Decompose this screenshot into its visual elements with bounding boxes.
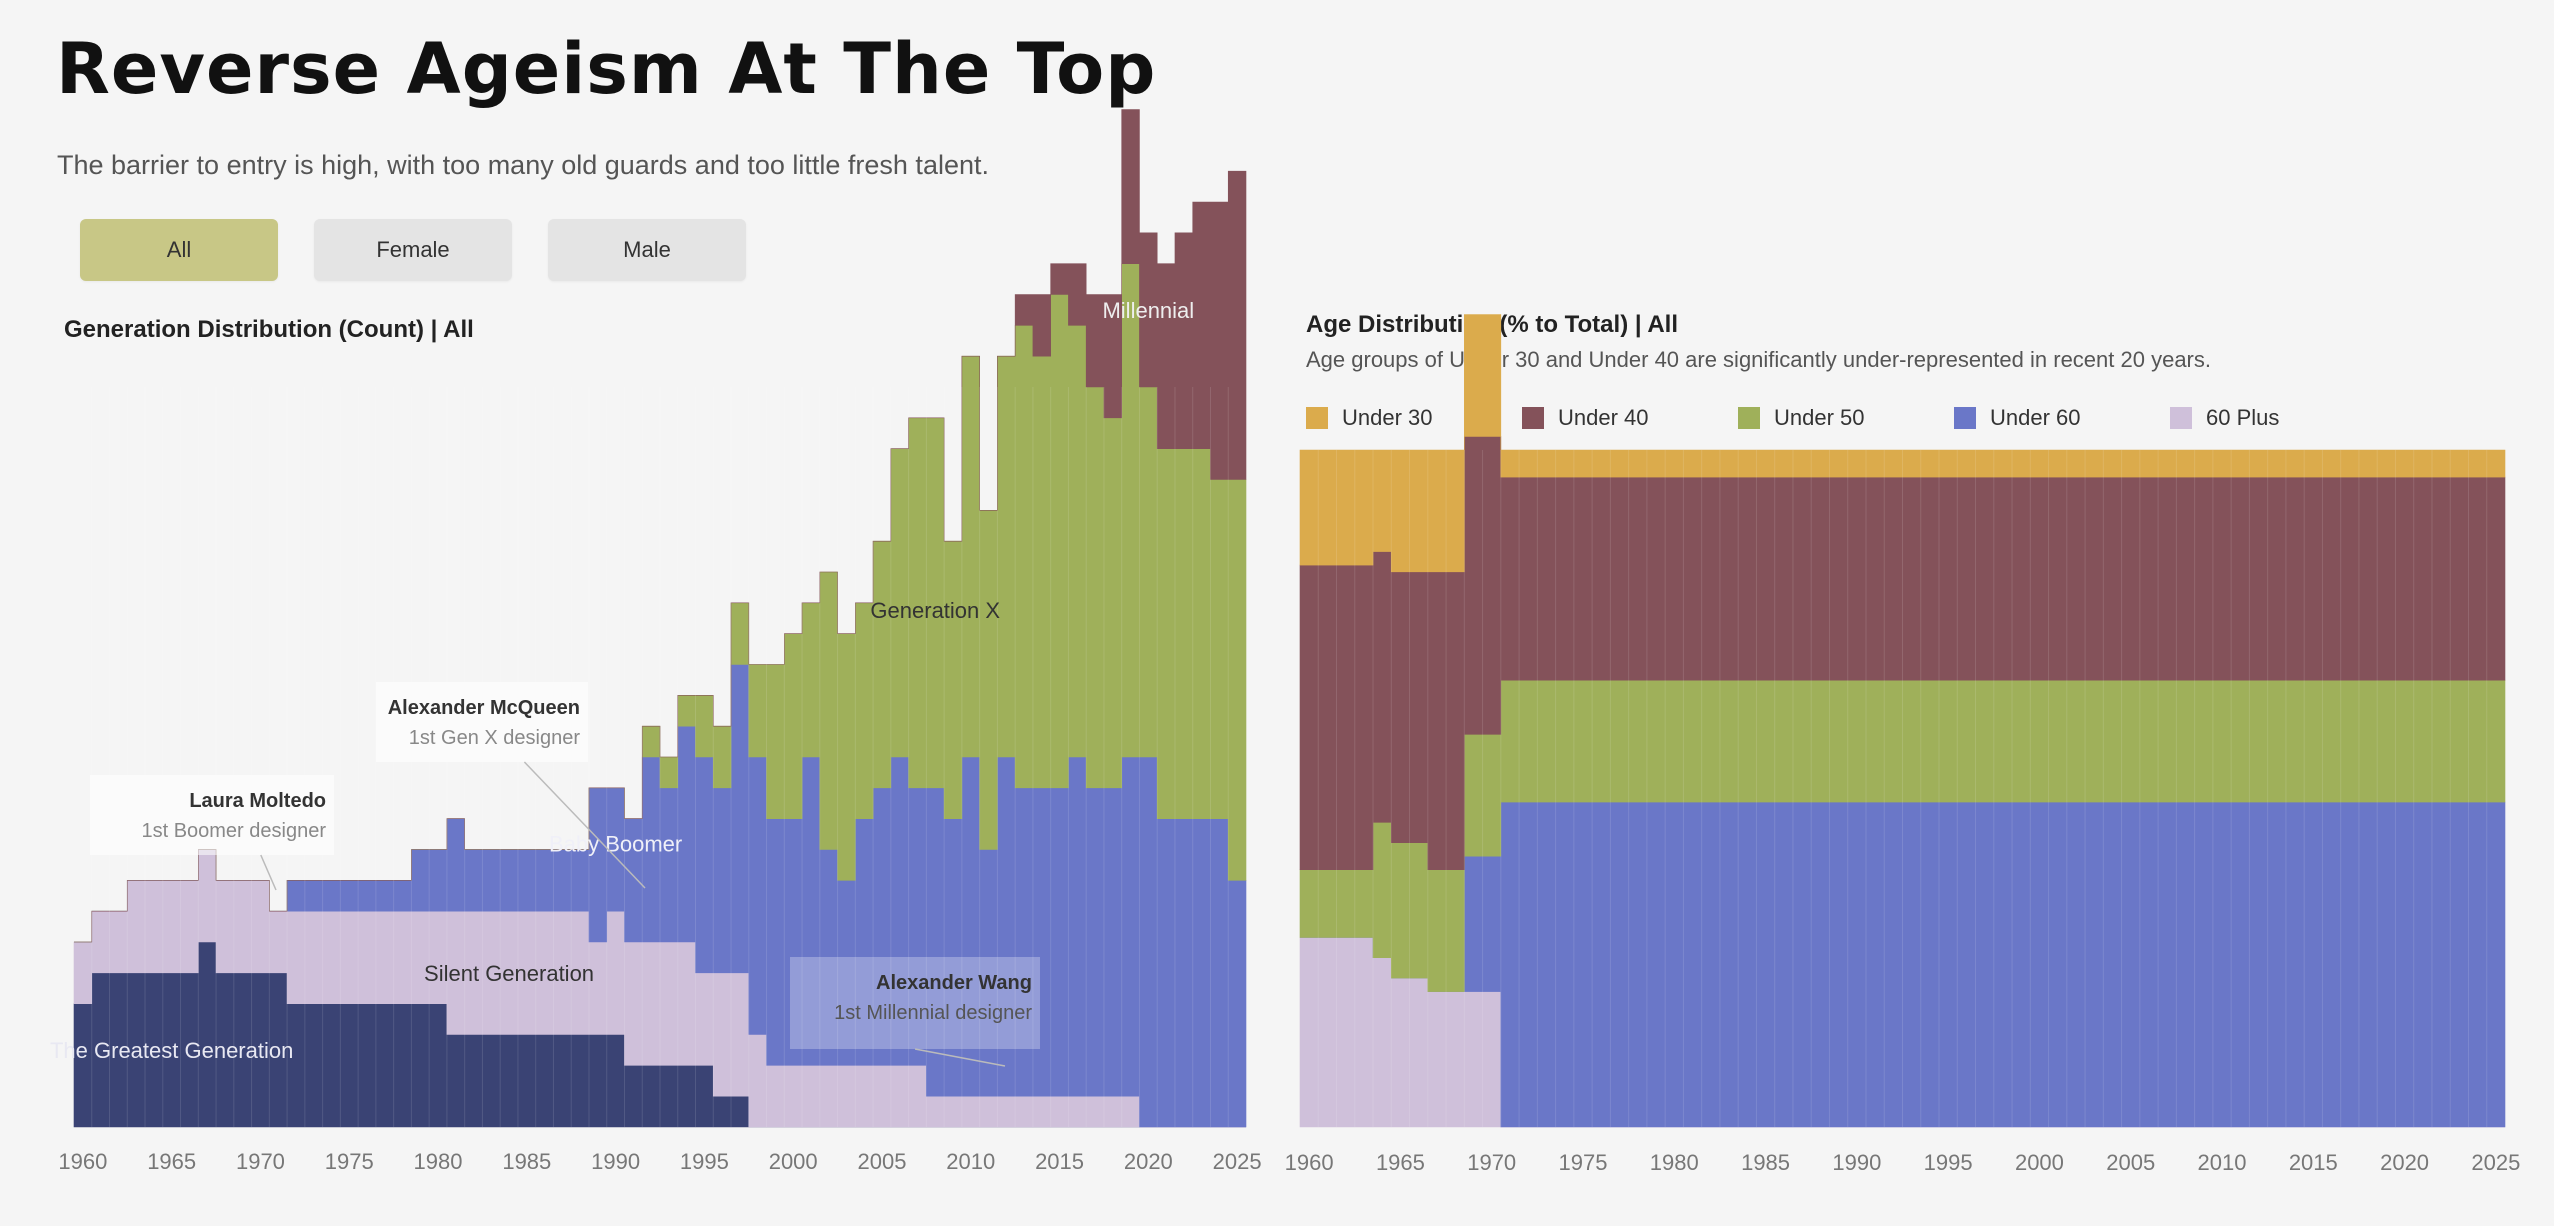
x-tick-label: 2000 <box>769 1149 818 1174</box>
annotation-box <box>90 775 334 855</box>
annotation-note: 1st Boomer designer <box>141 820 326 842</box>
annotation-alexander-mcqueen: Alexander McQueen 1st Gen X designer <box>376 682 646 889</box>
x-tick-label: 2005 <box>857 1149 906 1174</box>
x-tick-label: 1975 <box>325 1149 374 1174</box>
series-area-millennial[interactable] <box>74 109 1247 943</box>
x-tick-label: 1960 <box>58 1149 107 1174</box>
x-tick-label: 2015 <box>1035 1149 1084 1174</box>
annotation-note: 1st Gen X designer <box>409 727 581 749</box>
page-subtitle: The barrier to entry is high, with too m… <box>57 150 989 180</box>
filter-all-button[interactable]: All <box>80 219 278 281</box>
series-label-generation-x: Generation X <box>870 598 1000 623</box>
annotation-leader-line <box>260 854 277 891</box>
annotation-alexander-wang: Alexander Wang 1st Millennial designer <box>790 957 1040 1067</box>
x-tick-label: 2025 <box>1213 1149 1262 1174</box>
series-label-silent-generation: Silent Generation <box>424 961 594 986</box>
series-label-the-greatest-generation: The Greatest Generation <box>50 1038 293 1063</box>
annotation-laura-moltedo: Laura Moltedo 1st Boomer designer <box>90 775 334 891</box>
page-title: Reverse Ageism At The Top <box>56 28 1157 110</box>
x-tick-label: 2010 <box>946 1149 995 1174</box>
generation-chart-title: Generation Distribution (Count) | All <box>64 316 474 343</box>
series-label-baby-boomer: Baby Boomer <box>549 831 682 856</box>
x-tick-label: 1990 <box>591 1149 640 1174</box>
annotation-box <box>790 957 1040 1049</box>
annotation-leader-line <box>914 1048 1006 1067</box>
x-tick-label: 1965 <box>147 1149 196 1174</box>
annotation-title: Alexander McQueen <box>388 697 580 719</box>
x-tick-label: 1970 <box>236 1149 285 1174</box>
annotation-box <box>376 682 588 762</box>
annotation-note: 1st Millennial designer <box>834 1002 1032 1024</box>
filter-female-button[interactable]: Female <box>314 219 512 281</box>
x-tick-label: 1995 <box>680 1149 729 1174</box>
annotation-leader-line <box>523 761 646 889</box>
filter-male-button[interactable]: Male <box>548 219 746 281</box>
x-tick-label: 2020 <box>1124 1149 1173 1174</box>
annotation-title: Laura Moltedo <box>189 790 326 812</box>
x-tick-label: 1980 <box>414 1149 463 1174</box>
annotation-title: Alexander Wang <box>876 972 1032 994</box>
series-label-millennial: Millennial <box>1102 298 1194 323</box>
x-tick-label: 1985 <box>502 1149 551 1174</box>
